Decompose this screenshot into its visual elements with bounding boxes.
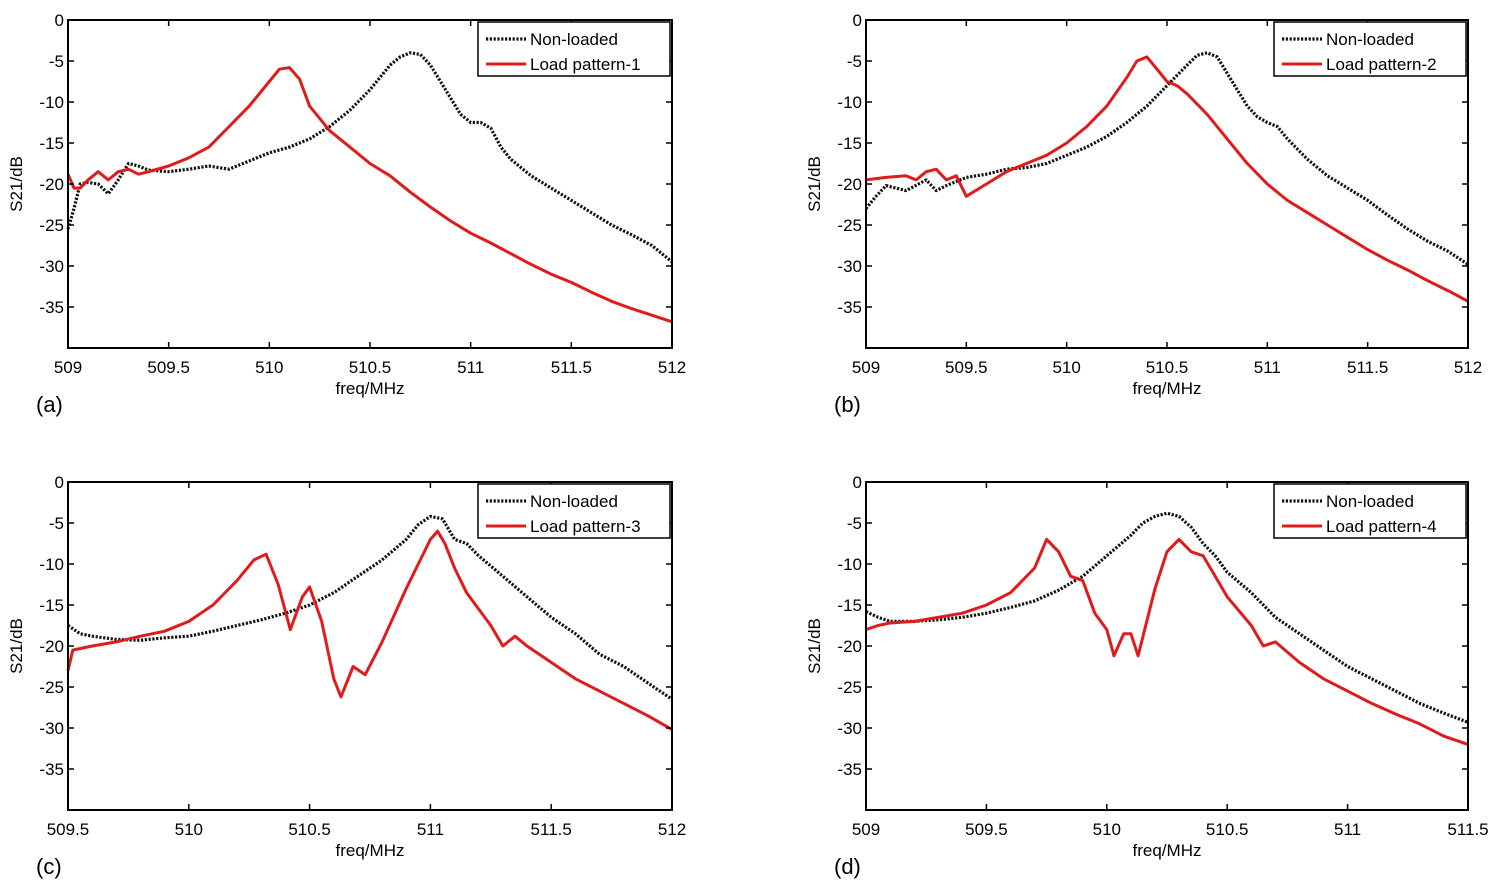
legend-label: Load pattern-2 [1326, 55, 1437, 74]
series-line-loaded [66, 66, 673, 324]
x-tick-label: 511.5 [531, 820, 572, 839]
y-tick-label: -15 [39, 596, 64, 615]
x-tick-label: 510.5 [1206, 820, 1249, 839]
y-tick-label: -35 [837, 298, 862, 317]
x-tick-label: 511 [1334, 820, 1361, 839]
y-tick-label: -5 [847, 52, 862, 71]
y-tick-label: -10 [39, 555, 64, 574]
x-tick-label: 510 [1093, 820, 1121, 839]
y-tick-label: -15 [837, 134, 862, 153]
y-tick-label: -20 [837, 175, 862, 194]
series-line-loaded [66, 529, 673, 731]
series-line-loaded [865, 55, 1469, 303]
y-tick-label: 0 [55, 473, 64, 492]
y-tick-label: -30 [837, 257, 862, 276]
legend-label: Load pattern-3 [530, 517, 641, 536]
legend-box [477, 483, 671, 539]
x-axis-label: freq/MHz [336, 379, 405, 398]
y-axis-label: S21/dB [7, 618, 26, 674]
y-tick-label: -5 [49, 514, 64, 533]
y-tick-label: -30 [39, 719, 64, 738]
x-tick-label: 509.5 [965, 820, 1008, 839]
y-tick-label: -15 [39, 134, 64, 153]
x-tick-label: 510 [175, 820, 203, 839]
x-tick-label: 509 [852, 820, 880, 839]
y-tick-label: -5 [847, 514, 862, 533]
legend-label: Non-loaded [1326, 492, 1414, 511]
y-tick-label: -25 [837, 678, 862, 697]
series-line-non-loaded [67, 514, 673, 701]
legend-box [1273, 483, 1467, 539]
panel-label: (c) [36, 854, 62, 879]
x-tick-label: 511.5 [551, 358, 592, 377]
x-axis-label: freq/MHz [1133, 379, 1202, 398]
y-tick-label: -10 [837, 93, 862, 112]
y-tick-label: -5 [49, 52, 64, 71]
y-axis-label: S21/dB [805, 618, 824, 674]
chart-panel-4: 509 509.5 510 510.5 511 511.5 0 -5 -10 -15 -20 -25 -… [805, 473, 1489, 879]
legend-label: Load pattern-4 [1326, 517, 1437, 536]
x-tick-label: 511 [457, 358, 484, 377]
y-axis-label: S21/dB [805, 156, 824, 212]
x-tick-label: 509 [852, 358, 880, 377]
x-tick-label: 509 [54, 358, 82, 377]
y-tick-label: -20 [39, 175, 64, 194]
series-line-non-loaded [865, 511, 1469, 724]
legend-label: Non-loaded [1326, 30, 1414, 49]
chart-panel-3: 509.5 510 510.5 511 511.5 512 0 -5 -10 -15 -20 -25 -… [7, 473, 686, 879]
x-tick-label: 512 [658, 358, 686, 377]
y-tick-label: -35 [39, 760, 64, 779]
y-tick-label: -35 [837, 760, 862, 779]
x-tick-label: 509.5 [147, 358, 190, 377]
legend-label: Non-loaded [530, 30, 618, 49]
x-tick-label: 509.5 [945, 358, 988, 377]
panel-label: (d) [834, 854, 861, 879]
x-tick-label: 511 [1254, 358, 1281, 377]
chart-panel-1: 509 509.5 510 510.5 511 511.5 512 0 -5 -10 -15 -20 -… [7, 11, 686, 417]
y-axis-label: S21/dB [7, 156, 26, 212]
x-tick-label: 510 [1052, 358, 1080, 377]
y-tick-label: -35 [39, 298, 64, 317]
x-tick-label: 512 [1454, 358, 1482, 377]
x-tick-label: 510 [255, 358, 283, 377]
y-tick-label: -30 [837, 719, 862, 738]
y-tick-label: -25 [39, 216, 64, 235]
chart-panel-2: 509 509.5 510 510.5 511 511.5 512 0 -5 -10 -15 -20 -… [805, 11, 1482, 417]
x-tick-label: 511 [417, 820, 444, 839]
series-line-non-loaded [66, 51, 674, 264]
y-tick-label: -25 [39, 678, 64, 697]
legend-box [477, 21, 671, 77]
x-tick-label: 511.5 [1447, 820, 1488, 839]
y-tick-label: -30 [39, 257, 64, 276]
legend-label: Non-loaded [530, 492, 618, 511]
legend-box [1273, 21, 1467, 77]
y-tick-label: -10 [39, 93, 64, 112]
panel-label: (a) [36, 392, 63, 417]
x-tick-label: 510.5 [349, 358, 392, 377]
panel-label: (b) [834, 392, 861, 417]
legend-label: Load pattern-1 [530, 55, 641, 74]
x-tick-label: 510.5 [288, 820, 331, 839]
y-tick-label: -15 [837, 596, 862, 615]
x-tick-label: 511.5 [1347, 358, 1388, 377]
x-tick-label: 509.5 [47, 820, 90, 839]
y-tick-label: 0 [55, 11, 64, 30]
x-axis-label: freq/MHz [1133, 841, 1202, 860]
y-tick-label: 0 [853, 11, 862, 30]
y-tick-label: -25 [837, 216, 862, 235]
series-line-non-loaded [864, 51, 1469, 266]
y-tick-label: 0 [853, 473, 862, 492]
series-line-loaded [865, 537, 1469, 746]
y-tick-label: -10 [837, 555, 862, 574]
y-tick-label: -20 [837, 637, 862, 656]
x-axis-label: freq/MHz [336, 841, 405, 860]
x-tick-label: 510.5 [1146, 358, 1189, 377]
y-tick-label: -20 [39, 637, 64, 656]
x-tick-label: 512 [658, 820, 686, 839]
